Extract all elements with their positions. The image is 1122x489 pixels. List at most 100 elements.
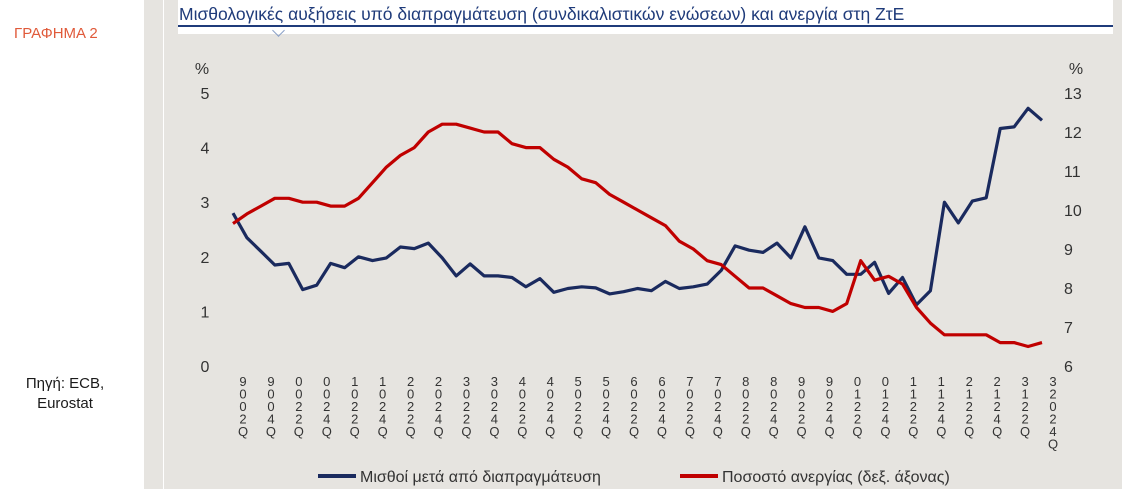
x-tick-char: Q xyxy=(824,424,834,439)
unemployment-rate-line xyxy=(232,122,1043,349)
x-tick-char: Q xyxy=(741,424,751,439)
x-tick-char: 4 xyxy=(714,412,721,427)
x-tick-char: 4 xyxy=(547,412,554,427)
x-tick-char: 1 xyxy=(994,387,1001,402)
x-tick-char: 2 xyxy=(742,399,749,414)
figure-label: ΓΡΑΦΗΜΑ 2 xyxy=(14,25,98,42)
x-tick-char: 0 xyxy=(323,387,330,402)
x-tick-char: 1 xyxy=(910,387,917,402)
x-tick-char: 2 xyxy=(519,412,526,427)
x-tick-char: 1 xyxy=(854,387,861,402)
x-tick-char: Q xyxy=(517,424,527,439)
x-tick-char: Q xyxy=(350,424,360,439)
x-tick-char: 0 xyxy=(547,387,554,402)
x-tick-char: Q xyxy=(378,424,388,439)
x-tick-char: 4 xyxy=(435,412,442,427)
x-tick-char: Q xyxy=(294,424,304,439)
x-tick-char: 2 xyxy=(407,412,414,427)
x-tick-char: 2 xyxy=(854,399,861,414)
legend-label: Μισθοί μετά από διαπραγμάτευση xyxy=(360,469,601,486)
x-tick-char: 5 xyxy=(575,374,582,389)
x-tick-char: 2 xyxy=(686,399,693,414)
x-tick-char: 6 xyxy=(658,374,665,389)
legend-label: Ποσοστό ανεργίας (δεξ. άξονας) xyxy=(722,469,950,486)
x-tick-char: 0 xyxy=(239,399,246,414)
x-tick-char: 1 xyxy=(938,387,945,402)
x-tick-char: 2 xyxy=(295,412,302,427)
x-tick-char: 0 xyxy=(854,374,861,389)
right-tick-label: 8 xyxy=(1064,281,1073,298)
right-tick-label: 13 xyxy=(1064,86,1082,103)
x-tick-char: 9 xyxy=(267,374,274,389)
x-tick-char: 2 xyxy=(407,399,414,414)
x-tick-char: 2 xyxy=(798,412,805,427)
x-tick-char: Q xyxy=(629,424,639,439)
series-layer xyxy=(231,106,1044,349)
x-tick-char: 2 xyxy=(938,399,945,414)
x-tick-char: 2 xyxy=(630,412,637,427)
x-tick-char: 4 xyxy=(770,412,777,427)
x-tick-char: Q xyxy=(545,424,555,439)
right-axis-unit: % xyxy=(1069,61,1083,78)
x-tick-char: 7 xyxy=(686,374,693,389)
x-tick-char: 2 xyxy=(351,399,358,414)
left-axis: % 0 1 2 3 4 5 xyxy=(195,61,210,376)
x-tick-char: 0 xyxy=(630,387,637,402)
x-tick-char: 5 xyxy=(602,374,609,389)
x-tick-char: 0 xyxy=(742,387,749,402)
left-tick-label: 1 xyxy=(201,304,210,321)
right-tick-label: 11 xyxy=(1064,164,1081,181)
x-axis: 9002Q9004Q0022Q0024Q1022Q1024Q2022Q2024Q… xyxy=(238,374,1058,452)
x-tick-char: 4 xyxy=(658,412,665,427)
x-tick-char: 0 xyxy=(351,387,358,402)
x-tick-char: 1 xyxy=(882,387,889,402)
x-tick-char: 2 xyxy=(575,399,582,414)
x-tick-char: 2 xyxy=(575,412,582,427)
x-tick-char: Q xyxy=(489,424,499,439)
x-tick-char: Q xyxy=(433,424,443,439)
x-tick-char: 0 xyxy=(463,387,470,402)
x-tick-char: 2 xyxy=(686,412,693,427)
x-tick-char: Q xyxy=(713,424,723,439)
right-tick-label: 10 xyxy=(1064,203,1082,220)
legend-item-unemployment: Ποσοστό ανεργίας (δεξ. άξονας) xyxy=(680,469,950,486)
x-tick-char: 2 xyxy=(994,399,1001,414)
x-tick-char: 1 xyxy=(351,374,358,389)
right-tick-label: 9 xyxy=(1064,242,1073,259)
x-tick-char: 4 xyxy=(1049,424,1056,439)
x-tick-char: 1 xyxy=(379,374,386,389)
x-tick-char: Q xyxy=(936,424,946,439)
x-tick-char: 2 xyxy=(966,399,973,414)
x-tick-char: 0 xyxy=(379,387,386,402)
x-tick-char: 2 xyxy=(602,399,609,414)
legend: Μισθοί μετά από διαπραγμάτευση Ποσοστό αν… xyxy=(318,469,950,486)
x-tick-char: Q xyxy=(1020,424,1030,439)
x-tick-char: 4 xyxy=(882,412,889,427)
right-tick-label: 6 xyxy=(1064,359,1073,376)
x-tick-char: 0 xyxy=(491,387,498,402)
x-tick-char: 2 xyxy=(1049,387,1056,402)
x-tick-char: 8 xyxy=(770,374,777,389)
x-tick-char: 2 xyxy=(379,399,386,414)
x-tick-char: 7 xyxy=(714,374,721,389)
right-tick-label: 7 xyxy=(1064,320,1073,337)
x-tick-char: 3 xyxy=(1049,374,1056,389)
x-tick-char: Q xyxy=(266,424,276,439)
chart-title: Μισθολογικές αυξήσεις υπό διαπραγμάτευση… xyxy=(179,4,905,24)
left-axis-unit: % xyxy=(195,61,209,78)
x-tick-char: 0 xyxy=(826,387,833,402)
x-tick-char: 0 xyxy=(407,387,414,402)
